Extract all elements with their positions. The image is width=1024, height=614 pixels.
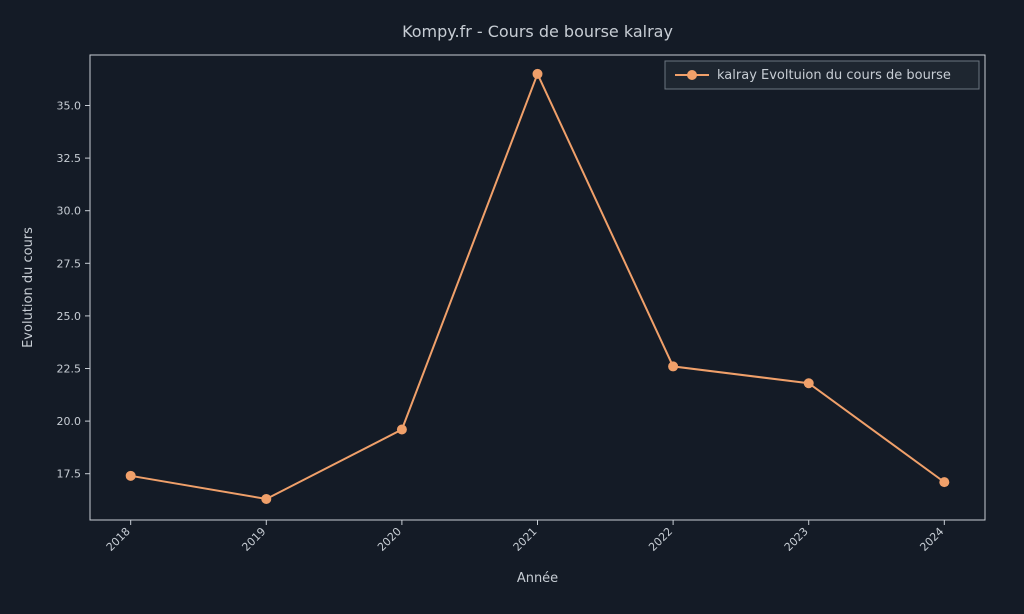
plot-frame	[90, 55, 985, 520]
x-tick-label: 2018	[104, 525, 133, 554]
y-tick-label: 27.5	[57, 257, 82, 270]
series-marker	[397, 425, 407, 435]
y-tick-label: 32.5	[57, 152, 82, 165]
series-line	[131, 74, 945, 499]
series-marker	[261, 494, 271, 504]
chart-title: Kompy.fr - Cours de bourse kalray	[402, 22, 673, 41]
legend-label: kalray Evoltuion du cours de bourse	[717, 68, 951, 83]
x-tick-label: 2019	[239, 525, 268, 554]
y-axis-label: Evolution du cours	[21, 227, 36, 348]
x-tick-label: 2022	[646, 525, 675, 554]
x-tick-label: 2023	[782, 525, 811, 554]
series-marker	[126, 471, 136, 481]
legend-marker-sample	[687, 70, 697, 80]
x-tick-label: 2024	[917, 525, 946, 554]
y-tick-label: 20.0	[57, 415, 82, 428]
x-tick-label: 2021	[511, 525, 540, 554]
y-tick-label: 25.0	[57, 310, 82, 323]
series-marker	[668, 361, 678, 371]
chart-svg: 17.5 20.0 22.5 25.0 27.5 30.0 32.5 35.0 2018 2019…	[0, 0, 1024, 614]
y-tick-label: 35.0	[57, 99, 82, 112]
x-tick-label: 2020	[375, 525, 404, 554]
series-marker	[939, 477, 949, 487]
chart-container: 17.5 20.0 22.5 25.0 27.5 30.0 32.5 35.0 2018 2019…	[0, 0, 1024, 614]
y-tick-label: 30.0	[57, 205, 82, 218]
x-axis-label: Année	[517, 571, 558, 586]
y-tick-label: 22.5	[57, 363, 82, 376]
series-marker	[804, 378, 814, 388]
series-marker	[533, 69, 543, 79]
y-tick-label: 17.5	[57, 468, 82, 481]
